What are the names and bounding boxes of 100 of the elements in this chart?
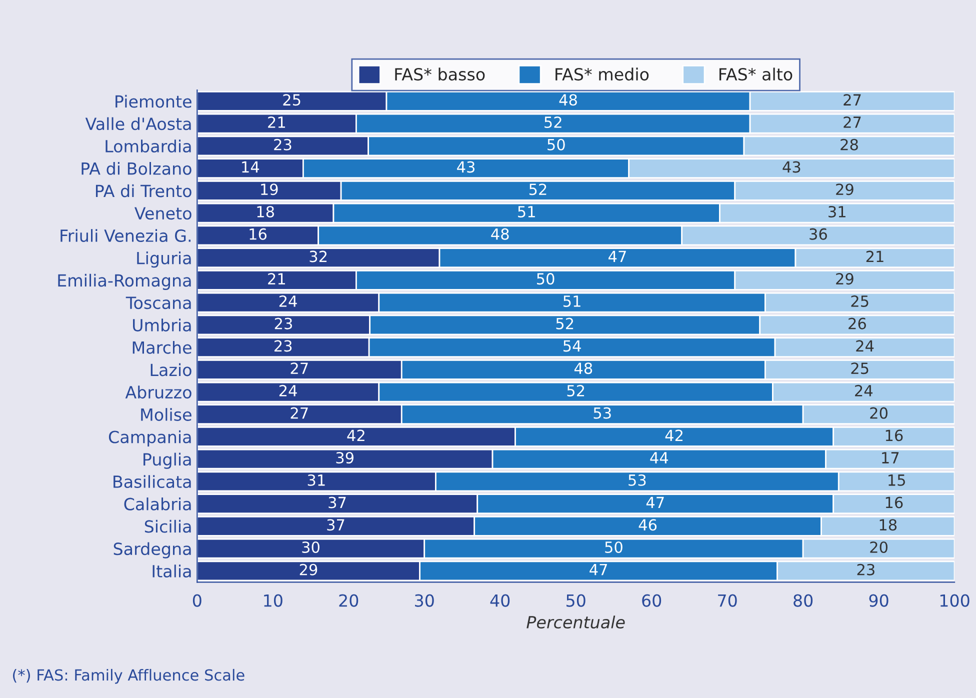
x-tick-label: 100 bbox=[940, 594, 970, 607]
x-tick-label: 10 bbox=[264, 594, 282, 607]
data-label: 53 bbox=[628, 474, 646, 486]
data-label: 25 bbox=[851, 295, 868, 307]
data-label: 31 bbox=[308, 474, 325, 486]
data-label: 14 bbox=[242, 161, 260, 173]
data-label: 39 bbox=[336, 452, 354, 464]
data-label: 30 bbox=[302, 541, 320, 554]
data-label: 36 bbox=[810, 228, 827, 240]
data-label: 20 bbox=[870, 541, 888, 554]
x-tick-label: 0 bbox=[192, 594, 202, 607]
data-label: 24 bbox=[855, 384, 873, 396]
data-label: 54 bbox=[564, 340, 581, 352]
x-tick-label: 60 bbox=[642, 594, 662, 607]
data-label: 24 bbox=[279, 384, 297, 396]
y-tick-label: PA di Bolzano bbox=[82, 162, 192, 175]
data-label: 52 bbox=[556, 318, 574, 330]
data-label: 48 bbox=[491, 228, 509, 240]
data-label: 52 bbox=[544, 116, 562, 128]
data-label: 52 bbox=[567, 384, 584, 396]
data-label: 51 bbox=[564, 296, 580, 307]
data-label: 42 bbox=[665, 430, 682, 441]
data-label: 50 bbox=[605, 541, 622, 554]
data-label: 32 bbox=[310, 250, 327, 262]
y-tick-label: Calabria bbox=[124, 498, 191, 510]
y-tick-label: Lombardia bbox=[106, 140, 191, 153]
data-label: 48 bbox=[574, 362, 592, 374]
data-label: 23 bbox=[857, 564, 874, 576]
y-tick-label: Marche bbox=[132, 340, 192, 354]
data-label: 26 bbox=[848, 318, 866, 330]
y-tick-label: Campania bbox=[108, 430, 191, 447]
legend-label: FAS* basso bbox=[395, 68, 485, 81]
y-tick-label: Sardegna bbox=[114, 542, 191, 558]
data-label: 46 bbox=[638, 519, 657, 531]
data-label: 44 bbox=[650, 452, 668, 464]
x-tick-label: 50 bbox=[566, 594, 586, 607]
data-label: 47 bbox=[608, 250, 626, 262]
y-tick-label: Lazio bbox=[150, 363, 192, 376]
data-label: 29 bbox=[300, 564, 318, 576]
data-label: 37 bbox=[327, 519, 344, 531]
x-tick-label: 90 bbox=[869, 594, 888, 607]
y-tick-label: Basilicata bbox=[114, 475, 191, 488]
data-label: 20 bbox=[870, 407, 888, 419]
data-label: 17 bbox=[882, 452, 899, 464]
y-tick-label: Italia bbox=[152, 564, 191, 578]
data-label: 27 bbox=[844, 116, 861, 128]
data-label: 29 bbox=[836, 273, 854, 285]
y-tick-label: Sicilia bbox=[144, 520, 191, 533]
data-label: 51 bbox=[518, 206, 535, 218]
data-label: 50 bbox=[537, 273, 554, 285]
x-tick-label: 20 bbox=[339, 594, 358, 607]
data-label: 23 bbox=[274, 318, 292, 330]
data-label: 42 bbox=[347, 430, 364, 441]
legend-label: FAS* medio bbox=[556, 68, 649, 81]
y-tick-label: Liguria bbox=[137, 251, 191, 268]
data-label: 21 bbox=[866, 250, 884, 262]
x-tick-label: 40 bbox=[490, 594, 510, 607]
x-tick-label: 70 bbox=[718, 594, 737, 607]
data-label: 24 bbox=[279, 295, 297, 307]
y-tick-label: Piemonte bbox=[116, 94, 192, 108]
data-label: 43 bbox=[782, 161, 800, 173]
legend-label: FAS* alto bbox=[719, 68, 792, 81]
data-label: 23 bbox=[274, 138, 292, 150]
data-label: 18 bbox=[257, 206, 274, 218]
data-label: 37 bbox=[328, 496, 346, 508]
data-label: 53 bbox=[594, 407, 611, 419]
data-label: 47 bbox=[646, 496, 664, 508]
y-tick-label: PA di Trento bbox=[96, 184, 192, 198]
data-label: 21 bbox=[268, 116, 285, 128]
y-tick-label: Umbria bbox=[133, 318, 191, 332]
data-label: 16 bbox=[250, 228, 266, 240]
data-label: 52 bbox=[529, 184, 546, 196]
data-label: 27 bbox=[844, 94, 861, 106]
data-label: 24 bbox=[856, 340, 874, 352]
y-tick-label: Emilia-Romagna bbox=[58, 274, 191, 290]
data-label: 25 bbox=[283, 94, 300, 106]
data-label: 50 bbox=[548, 138, 565, 150]
y-tick-label: Friuli Venezia G. bbox=[60, 229, 190, 242]
data-label: 18 bbox=[880, 519, 897, 531]
x-axis-title: Percentuale bbox=[526, 616, 625, 629]
data-label: 16 bbox=[886, 430, 903, 442]
x-tick-label: 30 bbox=[415, 594, 434, 607]
data-label: 28 bbox=[840, 138, 858, 150]
data-label: 27 bbox=[290, 362, 308, 374]
y-tick-label: Toscana bbox=[126, 296, 191, 310]
x-tick-label: 80 bbox=[794, 594, 813, 607]
y-tick-label: Puglia bbox=[144, 452, 191, 469]
y-tick-label: Veneto bbox=[134, 207, 192, 220]
data-label: 15 bbox=[888, 474, 905, 486]
data-label: 19 bbox=[261, 184, 278, 196]
data-label: 21 bbox=[268, 273, 285, 284]
text: (*) FAS: Family Affluence Scale bbox=[13, 668, 244, 684]
data-label: 23 bbox=[274, 340, 292, 352]
data-label: 48 bbox=[559, 94, 577, 106]
data-label: 25 bbox=[851, 362, 868, 374]
data-label: 16 bbox=[886, 496, 903, 508]
data-label: 29 bbox=[836, 184, 854, 196]
y-tick-label: Abruzzo bbox=[125, 386, 192, 399]
data-label: 27 bbox=[290, 407, 308, 419]
y-tick-label: Valle d'Aosta bbox=[85, 117, 191, 130]
